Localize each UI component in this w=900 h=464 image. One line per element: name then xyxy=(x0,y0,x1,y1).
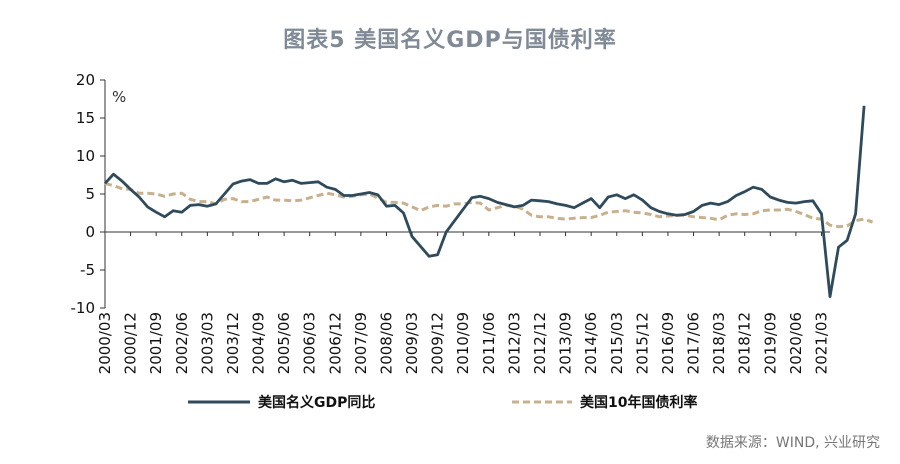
source-note: 数据来源：WIND, 兴业研究 xyxy=(705,435,880,451)
x-tick-label: 2009/12 xyxy=(429,312,447,374)
x-tick-label: 2018/03 xyxy=(710,312,728,374)
x-tick-label: 2010/09 xyxy=(454,312,472,374)
x-tick-label: 2012/03 xyxy=(505,312,523,374)
x-tick-label: 2002/06 xyxy=(173,312,191,374)
x-tick-label: 2018/12 xyxy=(736,312,754,374)
x-tick-label: 2006/03 xyxy=(301,312,319,374)
x-tick-label: 2015/12 xyxy=(633,312,651,374)
x-tick-label: 2006/12 xyxy=(326,312,344,374)
x-tick-label: 2015/03 xyxy=(608,312,626,374)
chart-title: 图表5 美国名义GDP与国债利率 xyxy=(283,28,617,53)
legend-label-treasury: 美国10年国债利率 xyxy=(580,394,697,411)
x-tick-label: 2008/06 xyxy=(377,312,395,374)
x-tick-label: 2021/03 xyxy=(812,312,830,374)
x-tick-label: 2016/09 xyxy=(659,312,677,374)
x-tick-label: 2014/06 xyxy=(582,312,600,374)
legend: 美国名义GDP同比 美国10年国债利率 xyxy=(188,394,697,411)
x-tick-label: 2000/03 xyxy=(96,312,114,374)
x-tick-label: 2005/06 xyxy=(275,312,293,374)
y-tick-label: 10 xyxy=(76,147,95,165)
x-tick-label: 2004/09 xyxy=(250,312,268,374)
x-tick-label: 2009/03 xyxy=(403,312,421,374)
y-tick-label: 15 xyxy=(76,109,95,127)
y-axis: -10 -5 0 5 10 15 20 xyxy=(71,71,106,317)
unit-label: % xyxy=(112,88,126,106)
x-tick-label: 2003/12 xyxy=(224,312,242,374)
x-tick-label: 2001/09 xyxy=(147,312,165,374)
x-tick-label: 2000/12 xyxy=(122,312,140,374)
y-tick-label: 5 xyxy=(85,185,95,203)
x-tick-label: 2020/06 xyxy=(787,312,805,374)
x-tick-label: 2019/09 xyxy=(761,312,779,374)
x-tick-label: 2013/09 xyxy=(557,312,575,374)
x-tick-label: 2012/12 xyxy=(531,312,549,374)
plot-area xyxy=(103,105,874,299)
x-tick-label: 2011/06 xyxy=(480,312,498,374)
legend-label-gdp: 美国名义GDP同比 xyxy=(258,394,375,411)
x-axis: 2000/03 2000/12 2001/09 2002/06 2003/03 2003/… xyxy=(96,231,830,374)
y-tick-label: 0 xyxy=(85,223,95,241)
series-line-treasury xyxy=(104,181,874,229)
x-tick-label: 2003/03 xyxy=(198,312,216,374)
series-line-gdp xyxy=(103,105,866,299)
y-tick-label: -10 xyxy=(71,299,96,317)
x-tick-label: 2007/09 xyxy=(352,312,370,374)
x-tick-label: 2017/06 xyxy=(685,312,703,374)
y-tick-label: -5 xyxy=(80,261,95,279)
y-tick-label: 20 xyxy=(76,71,95,89)
